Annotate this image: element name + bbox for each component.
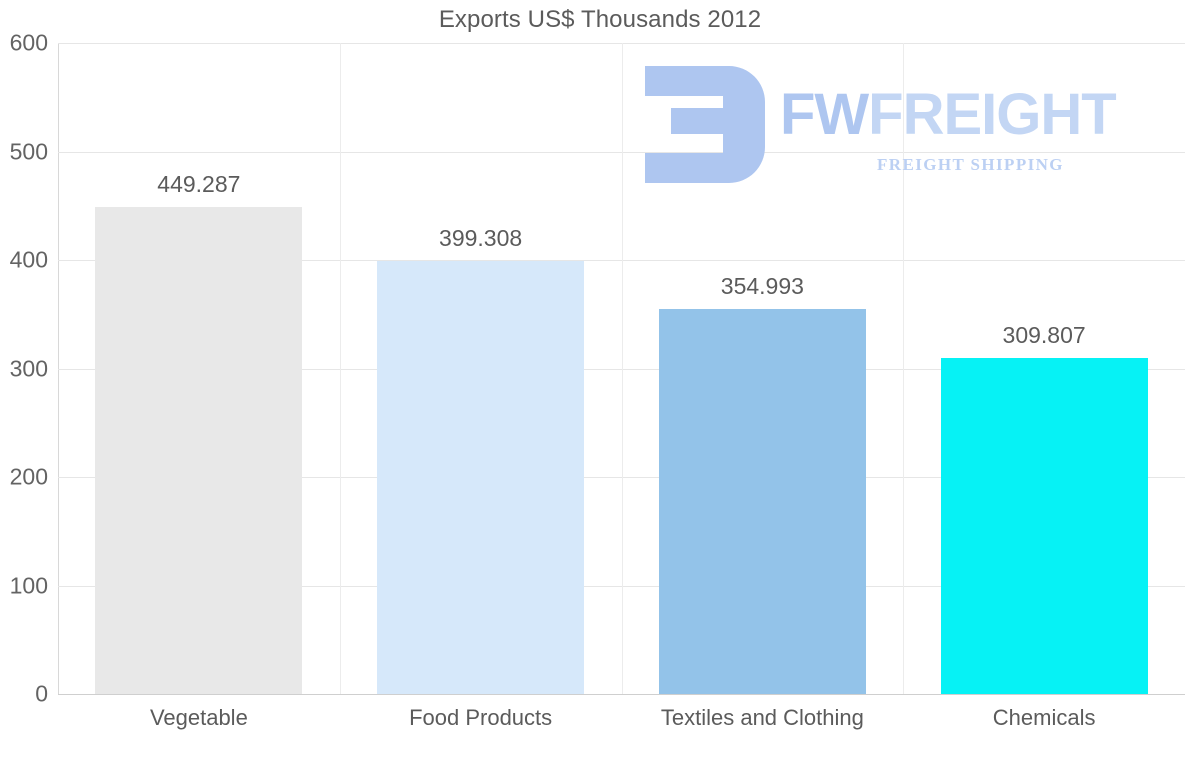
category-separator [622, 43, 623, 694]
bar-value-label: 449.287 [157, 170, 241, 197]
bar[interactable] [377, 260, 585, 694]
y-tick-label: 0 [35, 680, 48, 707]
gridline-300 [58, 368, 1185, 370]
bar-value-label: 309.807 [1002, 321, 1086, 348]
gridline-0 [58, 694, 1185, 695]
y-tick-label: 200 [9, 463, 48, 490]
gridline-200 [58, 477, 1185, 478]
x-tick-label: Chemicals [992, 705, 1096, 730]
x-tick-label: Food Products [409, 705, 553, 730]
category-separator [340, 43, 341, 694]
bar-value-label: 354.993 [720, 272, 804, 299]
x-tick-label: Textiles and Clothing [660, 705, 864, 730]
y-tick-label: 100 [9, 572, 48, 598]
y-tick-label: 300 [9, 355, 48, 381]
y-tick-label: 500 [9, 138, 48, 164]
bar[interactable] [95, 206, 303, 694]
y-tick-label: 600 [9, 29, 48, 56]
gridline-100 [58, 585, 1185, 587]
gridline-600 [58, 43, 1185, 44]
chart-title: Exports US$ Thousands 2012 [438, 6, 762, 33]
bar-value-label: 399.308 [439, 224, 523, 251]
category-separator [903, 43, 904, 694]
gridline-500 [58, 151, 1185, 153]
y-tick-label: 400 [9, 246, 48, 273]
gridline-400 [58, 260, 1185, 261]
bar[interactable] [940, 357, 1148, 694]
x-tick-label: Vegetable [149, 705, 248, 730]
bar[interactable] [658, 308, 866, 694]
plot-area [58, 43, 1185, 695]
